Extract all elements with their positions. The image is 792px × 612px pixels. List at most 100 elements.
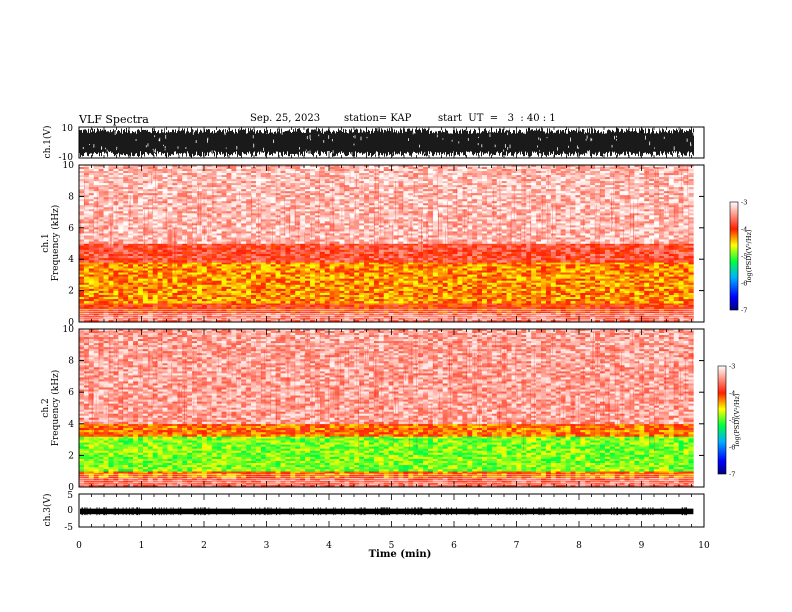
spectrogram-cell (393, 249, 399, 253)
spectrogram-cell (629, 288, 635, 292)
ch1-waveform-gap (185, 147, 187, 149)
spectrogram-cell (368, 282, 375, 286)
spectrogram-cell (231, 294, 237, 298)
spectrogram-cell (123, 292, 129, 296)
spectrogram-cell (462, 301, 468, 304)
ch1-waveform-gap (214, 150, 215, 153)
spectrogram-cell (432, 297, 439, 300)
spectrogram-cell (511, 266, 517, 269)
spectrogram-cell (226, 274, 232, 277)
spectrogram-cell (462, 280, 468, 284)
spectrogram-cell (516, 282, 522, 286)
spectrogram-cell (575, 253, 581, 257)
spectrogram-cell (108, 278, 114, 282)
spectrogram-cell (113, 301, 119, 304)
spectrogram-cell (295, 266, 301, 269)
spectrogram-cell (162, 294, 168, 298)
spectrogram-cell (177, 286, 183, 290)
spectrogram-cell (88, 256, 95, 259)
spectrogram-cell (221, 320, 227, 323)
spectrogram-cell (211, 282, 217, 286)
spectrogram-cell (128, 294, 134, 298)
spectrogram-cell (614, 305, 620, 308)
spectrogram-cell (614, 299, 620, 302)
spectrogram-cell (477, 299, 483, 302)
spectrogram-cell (639, 290, 645, 294)
spectrogram-cell (364, 243, 370, 246)
spectrogram-cell (354, 284, 360, 288)
spectrogram-cell (241, 294, 247, 298)
spectrogram-cell (123, 270, 129, 273)
spectrogram-cell (467, 303, 473, 306)
spectrogram-cell (654, 301, 660, 304)
spectrogram-cell (103, 305, 109, 308)
spectrogram-cell (550, 270, 557, 273)
spectrogram-cell (300, 297, 306, 300)
spectrogram-cell (344, 268, 350, 271)
spectrogram-cell (128, 299, 134, 302)
spectrogram-cell (678, 294, 684, 298)
spectrogram-cell (496, 266, 502, 269)
spectrogram-cell (221, 301, 227, 304)
spectrogram-cell (649, 266, 655, 269)
spectrogram-cell (482, 262, 488, 265)
spectrogram-cell (403, 264, 409, 267)
spectrogram-cell (133, 305, 139, 308)
spectrogram-cell (472, 245, 478, 248)
spectrogram-cell (187, 260, 193, 263)
spectrogram-cell (133, 247, 139, 251)
spectrogram-cell (285, 306, 291, 310)
spectrogram-cell (624, 247, 630, 251)
spectrogram-cell (511, 262, 517, 265)
spectrogram-cell (270, 282, 276, 286)
spectrogram-cell (413, 264, 419, 267)
spectrogram-cell (501, 268, 507, 271)
spectrogram-cell (196, 303, 203, 306)
spectrogram-cell (201, 292, 208, 296)
spectrogram-cell (447, 245, 453, 248)
spectrogram-cell (545, 268, 552, 271)
spectrogram-cell (128, 245, 134, 248)
spectrogram-cell (398, 288, 404, 292)
spectrogram-cell (295, 262, 301, 265)
spectrogram-cell (447, 284, 453, 288)
spectrogram-cell (560, 306, 566, 310)
spectrogram-cell (354, 294, 360, 298)
spectrogram-cell (511, 297, 517, 300)
spectrogram-cell (644, 249, 650, 253)
spectrogram-cell (98, 264, 104, 267)
spectrogram-cell (187, 266, 193, 269)
spectrogram-cell (437, 243, 444, 246)
spectrogram-cell (118, 284, 124, 288)
spectrogram-cell (241, 270, 247, 273)
spectrogram-cell (162, 272, 168, 275)
spectrogram-cell (108, 294, 114, 298)
spectrogram-cell (206, 286, 213, 290)
spectrogram-cell (275, 301, 281, 304)
spectrogram-cell (206, 253, 213, 257)
spectrogram-cell (216, 301, 222, 304)
spectrogram-cell (280, 299, 286, 302)
spectrogram-cell (452, 266, 458, 269)
spectrogram-cell (157, 305, 163, 308)
spectrogram-cell (305, 280, 311, 284)
spectrogram-cell (629, 256, 635, 259)
spectrogram-cell (236, 270, 242, 273)
spectrogram-cell (649, 243, 655, 246)
spectrogram-cell (526, 247, 532, 251)
spectrogram-cell (255, 247, 262, 251)
spectrogram-cell (629, 305, 635, 308)
spectrogram-cell (545, 270, 552, 273)
ch1-waveform-gap (93, 144, 95, 148)
spectrogram-cell (192, 297, 198, 300)
spectrogram-cell (108, 288, 114, 292)
spectrogram-cell (619, 306, 625, 310)
spectrogram-cell (118, 292, 124, 296)
spectrogram-cell (260, 264, 267, 267)
spectrogram-cell (467, 290, 473, 294)
spectrogram-cell (88, 262, 95, 265)
spectrogram-cell (521, 260, 527, 263)
spectrogram-cell (447, 305, 453, 308)
spectrogram-cell (226, 305, 232, 308)
spectrogram-cell (103, 253, 109, 257)
